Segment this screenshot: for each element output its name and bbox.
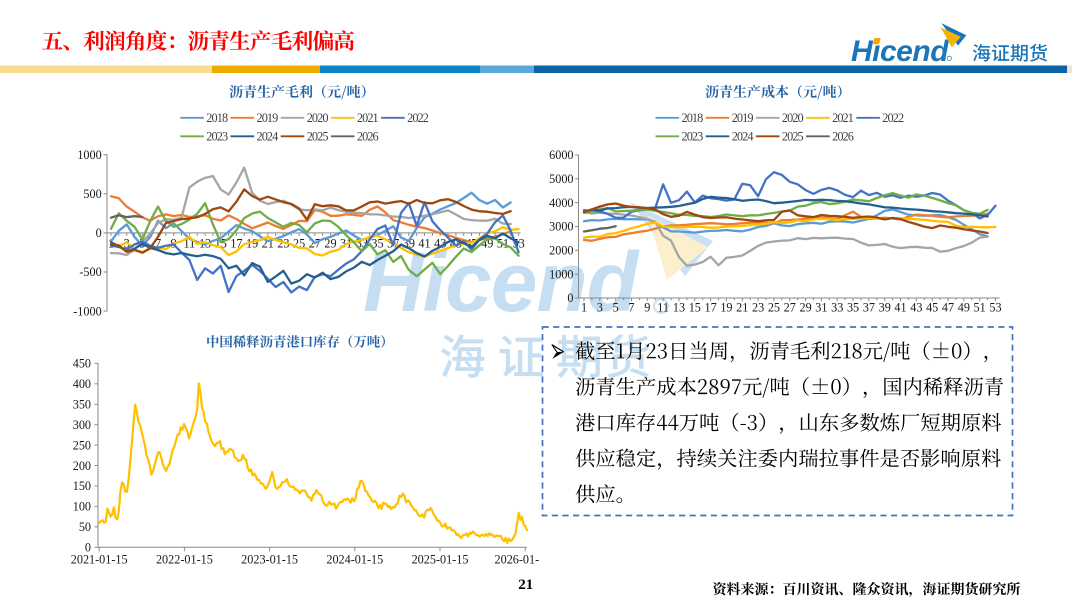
svg-text:19: 19 bbox=[246, 237, 258, 251]
svg-text:11: 11 bbox=[184, 237, 196, 251]
svg-text:6000: 6000 bbox=[549, 148, 573, 162]
svg-text:3000: 3000 bbox=[549, 220, 573, 234]
svg-text:41: 41 bbox=[418, 237, 430, 251]
svg-text:2019: 2019 bbox=[257, 111, 279, 125]
svg-text:2025: 2025 bbox=[782, 130, 804, 144]
svg-text:4000: 4000 bbox=[549, 196, 573, 210]
svg-text:19: 19 bbox=[720, 301, 732, 315]
svg-text:300: 300 bbox=[73, 418, 91, 432]
svg-text:50: 50 bbox=[79, 520, 91, 534]
svg-text:2024-01-15: 2024-01-15 bbox=[326, 552, 383, 566]
svg-text:51: 51 bbox=[974, 301, 986, 315]
svg-text:35: 35 bbox=[847, 301, 859, 315]
svg-text:2026: 2026 bbox=[357, 130, 379, 144]
svg-text:41: 41 bbox=[894, 301, 906, 315]
svg-text:150: 150 bbox=[73, 479, 91, 493]
svg-text:2023: 2023 bbox=[682, 130, 704, 144]
svg-text:35: 35 bbox=[371, 237, 383, 251]
svg-text:31: 31 bbox=[815, 301, 827, 315]
svg-text:17: 17 bbox=[230, 237, 242, 251]
svg-text:2021-01-15: 2021-01-15 bbox=[71, 552, 128, 566]
svg-text:39: 39 bbox=[879, 301, 891, 315]
svg-text:0: 0 bbox=[96, 226, 102, 240]
svg-text:2025-01-15: 2025-01-15 bbox=[412, 552, 469, 566]
svg-text:2021: 2021 bbox=[357, 111, 379, 125]
svg-text:-500: -500 bbox=[79, 265, 101, 279]
svg-text:-1000: -1000 bbox=[73, 304, 101, 318]
svg-text:21: 21 bbox=[736, 301, 748, 315]
svg-text:2000: 2000 bbox=[549, 244, 573, 258]
svg-text:25: 25 bbox=[768, 301, 780, 315]
svg-text:2023: 2023 bbox=[206, 130, 228, 144]
svg-text:49: 49 bbox=[958, 301, 970, 315]
svg-text:33: 33 bbox=[831, 301, 843, 315]
svg-text:2022: 2022 bbox=[882, 111, 904, 125]
svg-text:400: 400 bbox=[73, 377, 91, 391]
svg-text:2025: 2025 bbox=[307, 130, 329, 144]
svg-text:2026-01-: 2026-01- bbox=[495, 552, 540, 566]
svg-text:47: 47 bbox=[942, 301, 954, 315]
svg-text:2022: 2022 bbox=[407, 111, 429, 125]
svg-text:43: 43 bbox=[434, 237, 446, 251]
svg-text:Hicend: Hicend bbox=[363, 235, 640, 329]
svg-text:2020: 2020 bbox=[782, 111, 804, 125]
svg-text:53: 53 bbox=[989, 301, 1001, 315]
svg-text:11: 11 bbox=[657, 301, 669, 315]
svg-text:15: 15 bbox=[689, 301, 701, 315]
svg-text:7: 7 bbox=[628, 301, 634, 315]
svg-text:0: 0 bbox=[85, 540, 91, 554]
svg-text:100: 100 bbox=[73, 500, 91, 514]
svg-text:2026: 2026 bbox=[832, 130, 854, 144]
svg-text:1000: 1000 bbox=[549, 267, 573, 281]
svg-text:17: 17 bbox=[705, 301, 717, 315]
svg-text:13: 13 bbox=[673, 301, 685, 315]
svg-text:2018: 2018 bbox=[682, 111, 704, 125]
svg-text:7: 7 bbox=[155, 237, 161, 251]
svg-text:23: 23 bbox=[752, 301, 764, 315]
svg-text:21: 21 bbox=[518, 577, 533, 593]
svg-text:3: 3 bbox=[597, 301, 603, 315]
svg-text:450: 450 bbox=[73, 357, 91, 371]
svg-text:45: 45 bbox=[926, 301, 938, 315]
svg-text:2024: 2024 bbox=[732, 130, 754, 144]
svg-text:1000: 1000 bbox=[77, 148, 101, 162]
svg-text:250: 250 bbox=[73, 438, 91, 452]
svg-text:2022-01-15: 2022-01-15 bbox=[156, 552, 213, 566]
svg-text:9: 9 bbox=[644, 301, 650, 315]
svg-text:2024: 2024 bbox=[257, 130, 279, 144]
svg-text:2018: 2018 bbox=[206, 111, 228, 125]
svg-text:0: 0 bbox=[567, 291, 573, 305]
svg-text:5000: 5000 bbox=[549, 172, 573, 186]
svg-text:1: 1 bbox=[581, 301, 587, 315]
svg-text:2023-01-15: 2023-01-15 bbox=[241, 552, 298, 566]
svg-text:5: 5 bbox=[613, 301, 619, 315]
svg-text:37: 37 bbox=[863, 301, 875, 315]
svg-text:2020: 2020 bbox=[307, 111, 329, 125]
svg-text:Hıcend: Hıcend bbox=[851, 35, 949, 68]
svg-text:29: 29 bbox=[799, 301, 811, 315]
svg-text:27: 27 bbox=[784, 301, 796, 315]
svg-text:350: 350 bbox=[73, 397, 91, 411]
svg-text:500: 500 bbox=[83, 187, 101, 201]
svg-text:200: 200 bbox=[73, 459, 91, 473]
svg-text:43: 43 bbox=[910, 301, 922, 315]
svg-text:2019: 2019 bbox=[732, 111, 754, 125]
svg-text:29: 29 bbox=[324, 237, 336, 251]
svg-text:2021: 2021 bbox=[832, 111, 854, 125]
